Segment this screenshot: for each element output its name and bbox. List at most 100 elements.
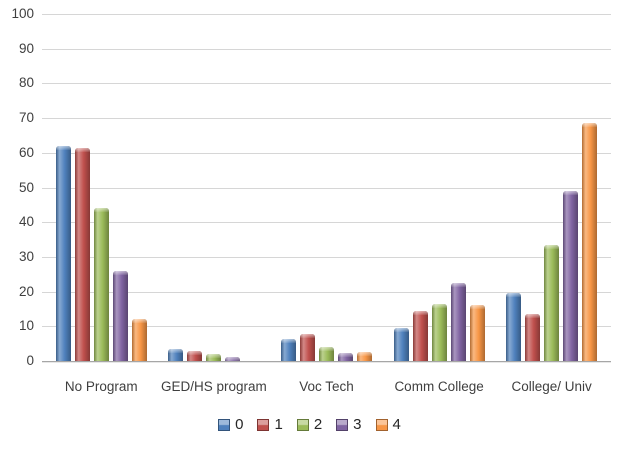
y-axis-tick-label-50: 50 [18,179,34,195]
bar-gloss-cap [431,303,447,308]
bar-series-2-voc-tech [318,347,334,361]
gridline-60 [42,152,611,154]
bar-group-3 [383,14,496,361]
bar-series-3-comm-college [450,282,466,361]
bar-gloss-cap [187,350,203,355]
bar-series-1-college-univ [525,314,541,361]
bar-gloss-cap [112,270,128,275]
legend-swatch-icon-1 [257,418,270,431]
bar-gloss-cap [225,356,241,361]
legend-label-0: 0 [235,416,244,433]
legend-swatch-icon-3 [336,418,349,431]
bar-series-3-ged-hs-program [225,356,241,361]
bar-series-2-ged-hs-program [206,354,222,361]
bar-series-4-college-univ [582,123,598,361]
gridline-10 [42,326,611,328]
legend-item-3: 3 [336,416,362,433]
bar-series-4-comm-college [469,305,485,361]
bar-gloss-cap [206,354,222,359]
y-axis-tick-label-60: 60 [18,144,34,160]
bar-gloss-cap [582,123,598,128]
legend: 0 1 2 3 4 [0,416,619,433]
x-axis-line [42,361,611,362]
y-axis-tick-label-40: 40 [18,214,34,230]
y-axis-tick-label-30: 30 [18,248,34,264]
bar-gloss-cap [450,282,466,287]
bar-gloss-cap [525,314,541,319]
bar-series-3-college-univ [563,190,579,361]
x-axis-category-label-0: No Program [64,379,138,394]
legend-label-3: 3 [353,416,362,433]
bar-gloss-cap [563,190,579,195]
bar-series-4-no-program [131,319,147,361]
legend-label-1: 1 [274,416,283,433]
bar-series-1-ged-hs-program [187,350,203,361]
bar-gloss-cap [412,310,428,315]
bar-gloss-cap [280,339,296,344]
bar-gloss-cap [131,319,147,324]
bar-gloss-cap [469,305,485,310]
legend-item-2: 2 [296,416,323,433]
gridline-70 [42,118,611,120]
bar-gloss-cap [55,145,71,150]
bar-gloss-cap [93,208,109,213]
bar-series-2-comm-college [431,303,447,361]
legend-item-1: 1 [257,416,283,433]
bar-gloss-cap [299,334,315,339]
bar-series-0-college-univ [506,293,522,361]
bar-series-0-ged-hs-program [168,348,184,361]
y-axis-tick-label-100: 100 [11,6,34,21]
bar-series-0-voc-tech [280,339,296,361]
bar-gloss-cap [74,147,90,152]
bar-series-4-voc-tech [356,352,372,361]
legend-swatch-icon-0 [218,418,231,431]
bar-series-1-comm-college [412,310,428,361]
bar-gloss-cap [544,244,560,249]
gridline-20 [42,291,611,293]
y-axis-tick-label-80: 80 [18,75,34,91]
bar-series-3-no-program [112,270,128,361]
bar-series-0-no-program [55,145,71,361]
legend-item-4: 4 [375,416,401,433]
bar-group-0 [45,14,158,361]
x-axis-category-label-1: GED/HS program [161,379,267,394]
x-axis-category-label-2: Voc Tech [299,379,354,394]
bar-series-1-voc-tech [299,334,315,361]
x-axis-category-label-4: College/ Univ [511,379,592,394]
gridline-90 [42,48,611,50]
bar-series-2-no-program [93,208,109,361]
y-axis-tick-label-70: 70 [18,110,34,126]
y-axis-tick-label-10: 10 [18,318,34,334]
bar-series-2-college-univ [544,244,560,361]
bar-group-4 [495,14,608,361]
y-axis-tick-label-20: 20 [18,283,34,299]
legend-label-4: 4 [392,416,401,433]
bar-gloss-cap [318,347,334,352]
bar-group-2 [270,14,383,361]
x-axis-labels: No Program GED/HS program Voc Tech Comm Col… [45,379,608,394]
y-axis-tick-label-0: 0 [26,353,34,368]
legend-swatch-icon-2 [296,418,309,431]
gridline-30 [42,256,611,258]
bar-groups [45,14,608,361]
legend-swatch-icon-4 [375,418,388,431]
gridline-50 [42,187,611,189]
bar-gloss-cap [168,348,184,353]
bar-group-1 [158,14,271,361]
bar-gloss-cap [356,352,372,357]
gridline-80 [42,83,611,85]
gridline-100 [42,14,611,15]
bar-series-3-voc-tech [337,352,353,361]
legend-item-0: 0 [218,416,243,433]
bar-series-0-comm-college [393,328,409,361]
legend-label-2: 2 [313,416,323,433]
bar-gloss-cap [506,293,522,298]
bar-gloss-cap [393,328,409,333]
bar-gloss-cap [337,352,353,357]
bar-series-1-no-program [74,147,90,361]
y-axis-tick-label-90: 90 [18,40,34,56]
gridline-40 [42,222,611,224]
x-axis-category-label-3: Comm College [394,379,484,394]
